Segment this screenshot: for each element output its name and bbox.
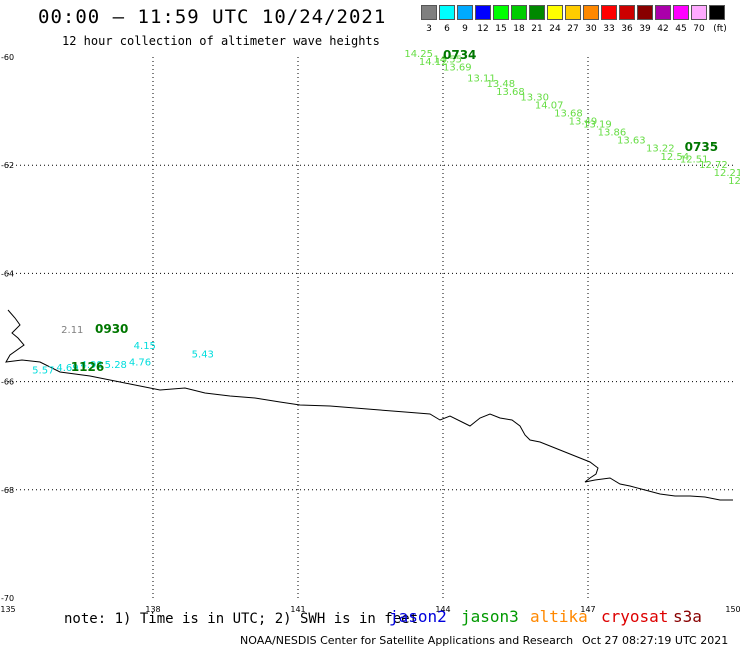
scale-swatch	[619, 5, 635, 20]
wave-height-label: 12.51	[680, 154, 709, 165]
scale-swatch	[709, 5, 725, 20]
scale-label: 39	[639, 24, 651, 34]
page-subtitle: 12 hour collection of altimeter wave hei…	[62, 34, 380, 48]
footer-note: note: 1) Time is in UTC; 2) SWH is in fe…	[64, 611, 419, 627]
wave-height-label: 4.98	[81, 360, 103, 371]
lat-tick-label: -66	[1, 378, 14, 387]
lon-tick-label: 135	[0, 605, 15, 614]
scale-swatch	[493, 5, 509, 20]
scale-label: 18	[513, 24, 525, 34]
scale-swatch	[655, 5, 671, 20]
track-time-label: 0930	[95, 322, 128, 336]
wave-height-label: 14.55	[433, 54, 462, 65]
page-title: 00:00 – 11:59 UTC 10/24/2021	[38, 6, 387, 28]
scale-label: 3	[426, 24, 432, 34]
wave-height-label: 4.15	[134, 341, 156, 352]
wave-height-label: 13.49	[569, 117, 598, 128]
lon-tick-label: 147	[580, 605, 595, 614]
scale-swatch	[421, 5, 437, 20]
scale-swatch	[511, 5, 527, 20]
credit-text: NOAA/NESDIS Center for Satellite Applica…	[240, 634, 574, 647]
lon-tick-label: 141	[290, 605, 305, 614]
wave-height-label: 13.69	[443, 63, 472, 74]
scale-label: 30	[585, 24, 597, 34]
scale-label: 42	[657, 24, 669, 34]
scale-label: 6	[444, 24, 450, 34]
lat-tick-label: -68	[1, 486, 14, 495]
lat-tick-label: -64	[1, 269, 14, 278]
wave-height-label: 14.25	[404, 49, 433, 60]
wave-height-label: 12.21	[714, 168, 740, 179]
scale-swatch	[457, 5, 473, 20]
wave-height-label: 12.1	[728, 176, 740, 187]
wave-height-label: 14.07	[535, 100, 564, 111]
scale-label: 15	[495, 24, 507, 34]
coastline	[5, 309, 733, 501]
scale-swatch	[529, 5, 545, 20]
satellite-legend-item: cryosat	[601, 607, 669, 626]
wave-height-label: 4.69	[56, 363, 78, 374]
wave-height-label: 5.43	[192, 349, 214, 360]
scale-swatch	[673, 5, 689, 20]
scale-swatch	[637, 5, 653, 20]
scale-swatch	[601, 5, 617, 20]
scale-swatch	[583, 5, 599, 20]
track-time-label: 1126	[71, 360, 104, 374]
wave-height-label: 14.12	[419, 57, 448, 68]
lon-tick-label: 144	[435, 605, 450, 614]
scale-label: 21	[531, 24, 543, 34]
scale-label: 36	[621, 24, 633, 34]
scale-swatch	[439, 5, 455, 20]
wave-height-label: 13.68	[554, 109, 583, 120]
lon-tick-label: 138	[145, 605, 160, 614]
scale-label: 45	[675, 24, 687, 34]
wave-height-label: 13.48	[487, 79, 516, 90]
track-time-label: 0734	[443, 48, 476, 62]
satellite-legend-item: jason2	[389, 607, 447, 626]
wave-height-label: 13.22	[646, 144, 675, 155]
wave-height-label: 5.28	[105, 360, 127, 371]
wave-height-label: 12.72	[699, 160, 728, 171]
scale-swatch	[691, 5, 707, 20]
wave-height-label: 4.76	[129, 357, 151, 368]
wave-height-label: 13.86	[598, 127, 627, 138]
wave-height-label: 13.63	[617, 136, 646, 147]
generated-timestamp: Oct 27 08:27:19 UTC 2021	[582, 634, 729, 647]
scale-unit: (ft)	[713, 24, 727, 34]
wave-height-label: 5.57	[32, 365, 54, 376]
satellite-legend-item: jason3	[461, 607, 519, 626]
scale-swatch	[547, 5, 563, 20]
scale-swatch	[565, 5, 581, 20]
satellite-legend-item: s3a	[673, 607, 702, 626]
scale-swatch	[475, 5, 491, 20]
scale-label: 27	[567, 24, 579, 34]
wave-height-label: 13.68	[496, 87, 525, 98]
scale-label: 12	[477, 24, 489, 34]
scale-label: 33	[603, 24, 615, 34]
wave-height-label: 13.19	[583, 119, 612, 130]
wave-height-label: 13.30	[520, 92, 549, 103]
lat-tick-label: -60	[1, 53, 14, 62]
wave-height-label: 13.11	[467, 73, 496, 84]
lon-tick-label: 150	[725, 605, 740, 614]
satellite-legend-item: altika	[530, 607, 588, 626]
lat-tick-label: -70	[1, 594, 14, 603]
track-time-label: 0735	[685, 140, 718, 154]
wave-height-label: 12.54	[661, 152, 690, 163]
wave-height-label: 2.11	[61, 325, 83, 336]
scale-label: 70	[693, 24, 705, 34]
scale-label: 24	[549, 24, 561, 34]
scale-label: 9	[462, 24, 468, 34]
lat-tick-label: -62	[1, 161, 14, 170]
